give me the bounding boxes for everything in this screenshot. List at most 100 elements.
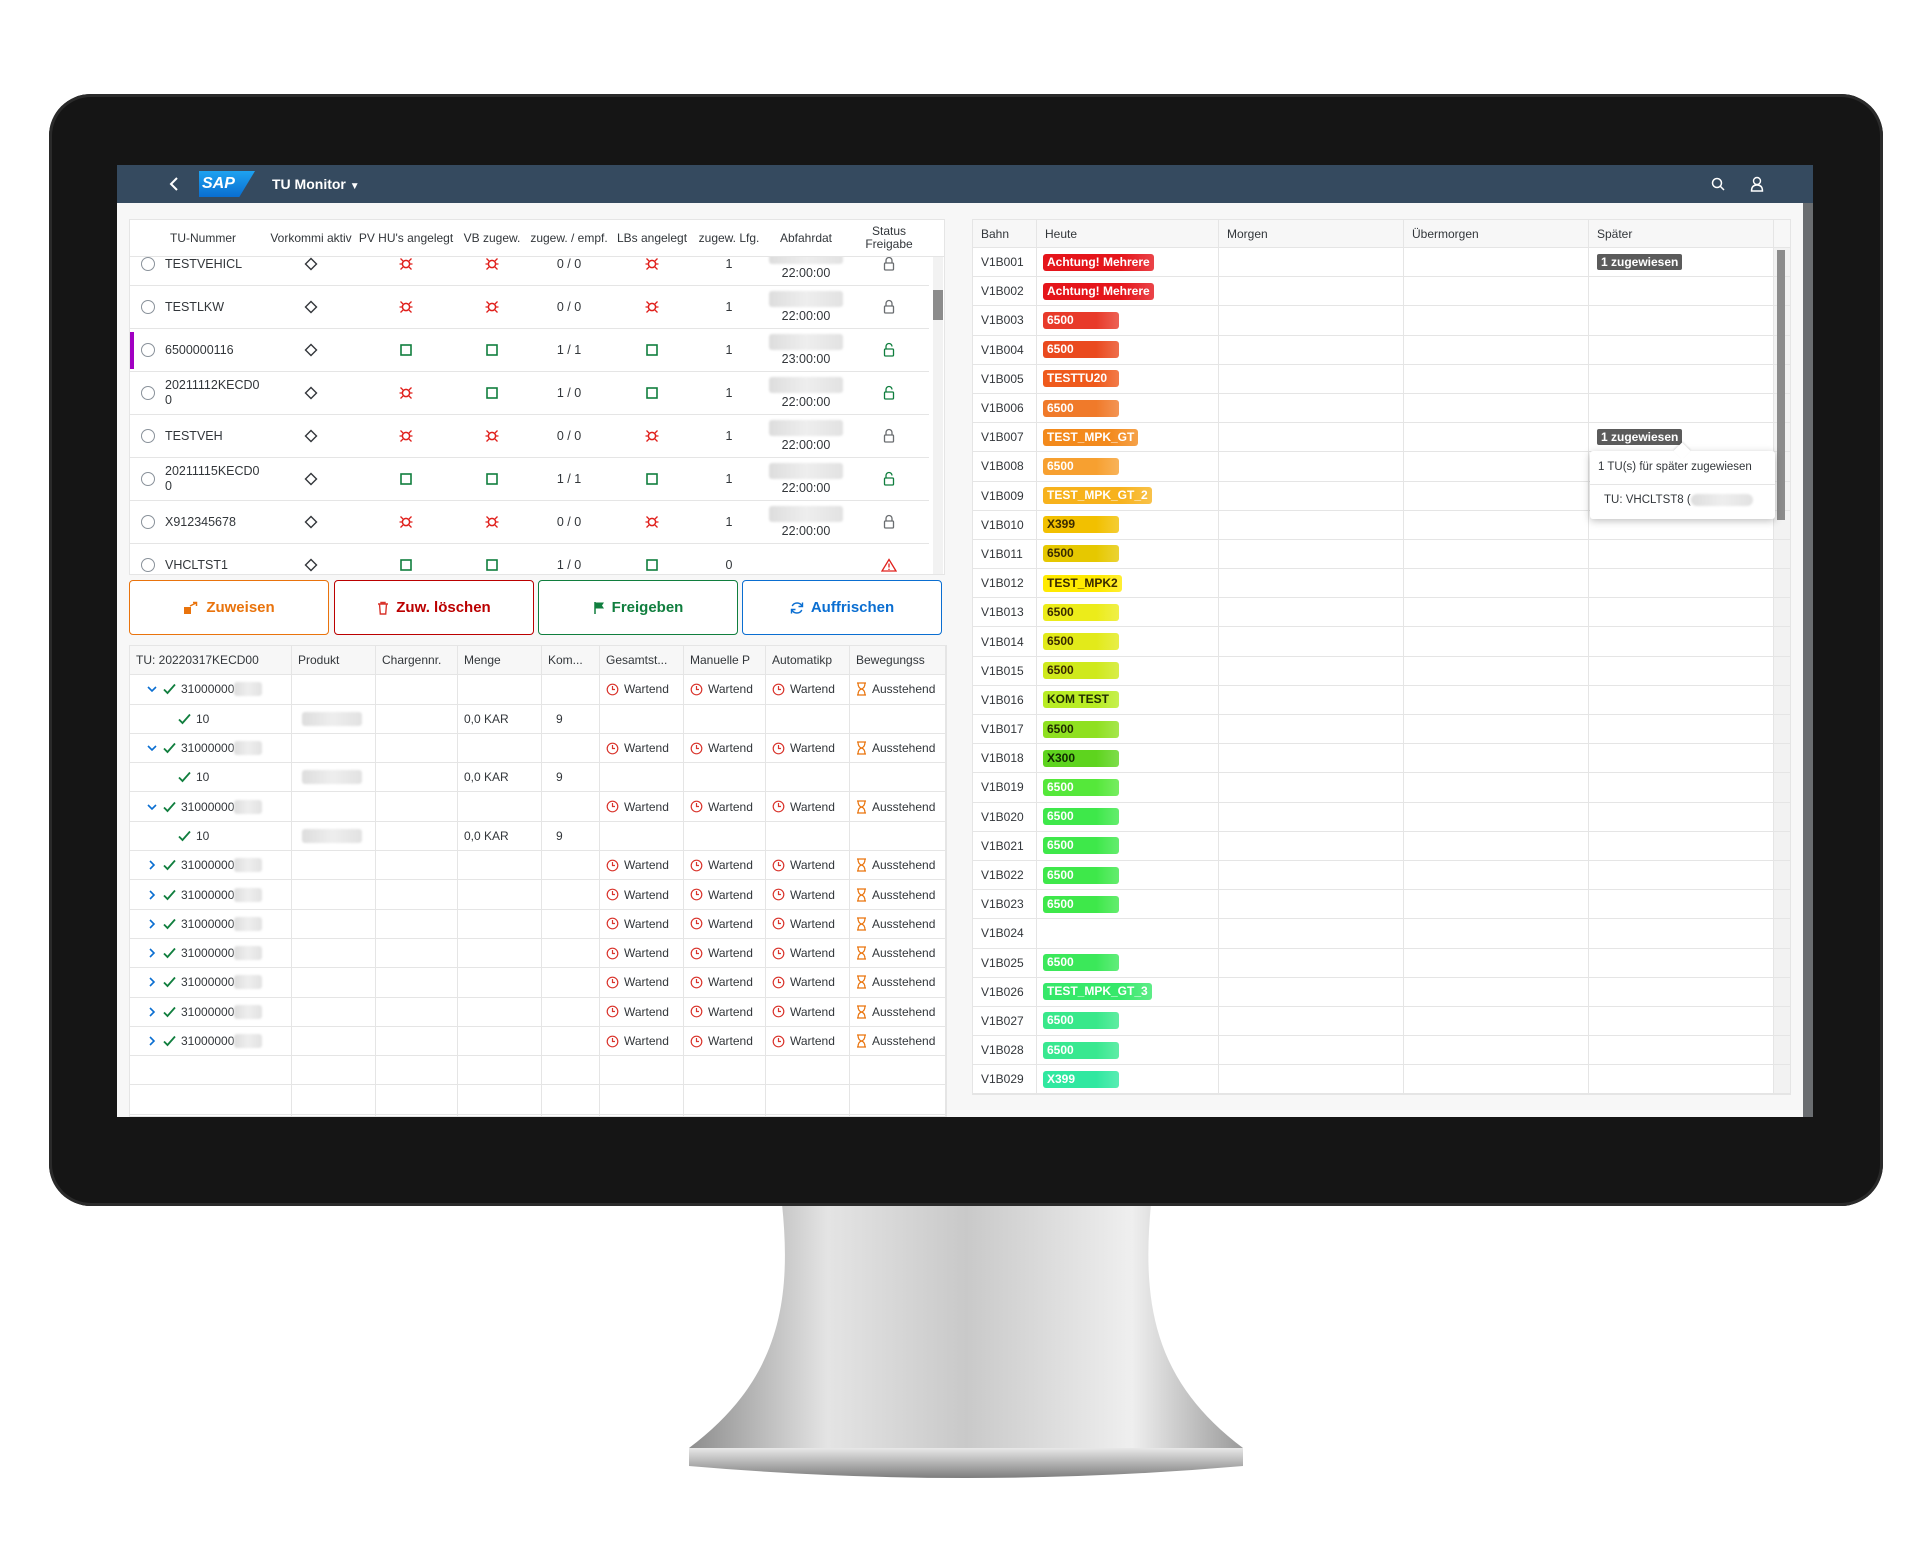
lane-row[interactable]: V1B013 6500 [973,598,1790,628]
icon-right-part-part[interactable] [149,1036,156,1046]
icon-radio-part[interactable] [140,342,156,358]
back-button[interactable] [167,176,181,192]
lane-badge[interactable]: 6500 [1043,895,1119,913]
lane-row[interactable]: V1B021 6500 [973,831,1790,861]
search-icon-part[interactable] [1711,177,1723,189]
button-label[interactable]: Auffrischen [810,599,895,616]
lane-row[interactable]: V1B007 TEST_MPK_GT 1 zugewiesen [973,423,1790,453]
icon-radio-part[interactable] [140,257,156,272]
lane-row[interactable]: V1B029 X399 [973,1065,1790,1094]
lane-row[interactable]: V1B025 6500 [973,948,1790,978]
icon-right[interactable] [146,859,158,871]
app-title[interactable]: TU Monitor ▼ [272,176,360,192]
detail-row[interactable]: 31000000 Wartend Wartend Wartend Ausstehend [130,733,946,764]
action-button[interactable]: Auffrischen [742,580,942,635]
icon-down[interactable] [146,801,158,813]
icon-radio[interactable] [140,299,156,315]
lane-badge[interactable]: TEST_MPK_GT [1043,428,1139,446]
icon-down-part[interactable] [146,801,158,813]
lane-badge[interactable]: 6500 [1043,662,1119,680]
lane-row[interactable]: V1B022 6500 [973,860,1790,891]
icon-radio-part-part[interactable] [141,472,155,486]
button-label[interactable]: Zuw. löschen [396,599,491,616]
action-button[interactable]: Zuweisen [129,580,329,635]
lane-row[interactable]: V1B018 X300 [973,744,1790,774]
button-icon-part[interactable] [593,601,605,615]
icon-radio[interactable] [140,557,156,573]
icon-radio-part-part[interactable] [141,257,155,271]
user-icon-part[interactable] [1750,184,1764,192]
lane-row[interactable]: V1B023 6500 [973,890,1790,920]
icon-right-part[interactable] [146,976,158,988]
detail-row[interactable]: 31000000 Wartend Wartend Wartend Ausstehend [130,997,946,1027]
tu-row[interactable]: 20211112KECD00 1 / 0 1 22:00:00 [130,372,930,415]
icon-down-part[interactable] [146,683,158,695]
lane-badge[interactable]: 6500 [1043,545,1119,563]
lane-badge[interactable]: X399 [1043,1070,1119,1088]
action-button[interactable]: Freigeben [538,580,738,635]
lane-badge[interactable]: 6500 [1043,341,1119,359]
button-icon-part-part[interactable] [791,601,803,614]
detail-row[interactable]: 31000000 Wartend Wartend Wartend Ausstehend [130,968,946,998]
lane-badge[interactable]: TEST_MPK_GT_3 [1043,983,1152,1001]
title-caret[interactable]: ▼ [349,181,360,192]
button-icon-part-part[interactable] [595,602,604,608]
icon-radio-part[interactable] [140,557,156,573]
lane-row[interactable]: V1B028 6500 [973,1036,1790,1066]
icon-right[interactable] [146,947,158,959]
icon-right-part-part[interactable] [149,948,156,958]
lane-badge[interactable]: 6500 [1043,866,1119,884]
lane-row[interactable]: V1B026 TEST_MPK_GT_3 [973,977,1790,1007]
icon-radio-part-part[interactable] [141,300,155,314]
lane-badge[interactable]: TESTTU20 [1043,370,1119,388]
sap-logo[interactable]: SAP [199,171,255,197]
lane-badge[interactable]: 6500 [1043,1012,1119,1030]
lane-badge[interactable]: 6500 [1043,837,1119,855]
detail-row[interactable]: 31000000 Wartend Wartend Wartend Ausstehend [130,1026,946,1057]
detail-row[interactable]: 31000000 Wartend Wartend Wartend Ausstehend [130,938,946,969]
icon-right-part[interactable] [146,859,158,871]
icon-right-part-part[interactable] [149,860,156,870]
lane-row[interactable]: V1B024 [973,919,1790,949]
button-icon-part-part[interactable] [189,601,198,607]
lane-row[interactable]: V1B014 6500 [973,627,1790,657]
icon-radio-part-part[interactable] [141,386,155,400]
button-icon-part-part[interactable] [184,606,192,614]
lane-row[interactable]: V1B027 6500 [973,1006,1790,1037]
search-icon[interactable] [1711,177,1725,191]
lane-row[interactable]: V1B016 KOM TEST [973,685,1790,715]
detail-row[interactable]: 10 0,0 KAR 9 [130,704,946,734]
tu-row[interactable]: TESTLKW 0 / 0 1 22:00:00 [130,286,930,329]
tu-row[interactable]: VHCLTST1 1 / 0 0 [130,544,930,574]
button-icon-part[interactable] [377,601,389,615]
icon-radio-part-part[interactable] [141,558,155,572]
app-title-text[interactable]: TU Monitor [272,176,346,192]
lane-badge[interactable]: 6500 [1043,399,1119,417]
icon-down-part[interactable] [146,742,158,754]
lane-row[interactable]: V1B019 6500 [973,773,1790,803]
tu-row[interactable]: 6500000116 1 / 1 1 23:00:00 [130,329,930,372]
lane-row[interactable]: V1B001 Achtung! Mehrere 1 zugewiesen [973,248,1790,278]
lane-badge[interactable]: TEST_MPK2 [1043,574,1122,592]
user-icon[interactable] [1750,176,1764,192]
icon-right-part[interactable] [146,947,158,959]
later-badge[interactable]: 1 zugewiesen [1597,429,1683,446]
button-icon-part[interactable] [183,601,199,615]
later-badge[interactable]: 1 zugewiesen [1597,254,1683,271]
lane-badge[interactable]: Achtung! Mehrere [1043,282,1154,300]
button-icon[interactable] [377,601,389,615]
lane-badge[interactable]: 6500 [1043,457,1119,475]
button-icon-part[interactable] [790,601,804,615]
tu-row[interactable]: TESTVEHICL 0 / 0 1 22:00:00 [130,257,930,286]
icon-right[interactable] [146,918,158,930]
detail-row[interactable]: 31000000 Wartend Wartend Wartend Ausstehend [130,880,946,910]
detail-row[interactable]: 31000000 Wartend Wartend Wartend Ausstehend [130,909,946,939]
icon-radio-part[interactable] [140,299,156,315]
lane-row[interactable]: V1B005 TESTTU20 [973,364,1790,394]
button-icon[interactable] [593,601,605,615]
icon-right-part-part[interactable] [149,889,156,900]
lane-badge[interactable]: 6500 [1043,1041,1119,1059]
icon-radio[interactable] [140,385,156,401]
icon-radio-part[interactable] [140,428,156,444]
icon-right-part[interactable] [146,889,158,901]
